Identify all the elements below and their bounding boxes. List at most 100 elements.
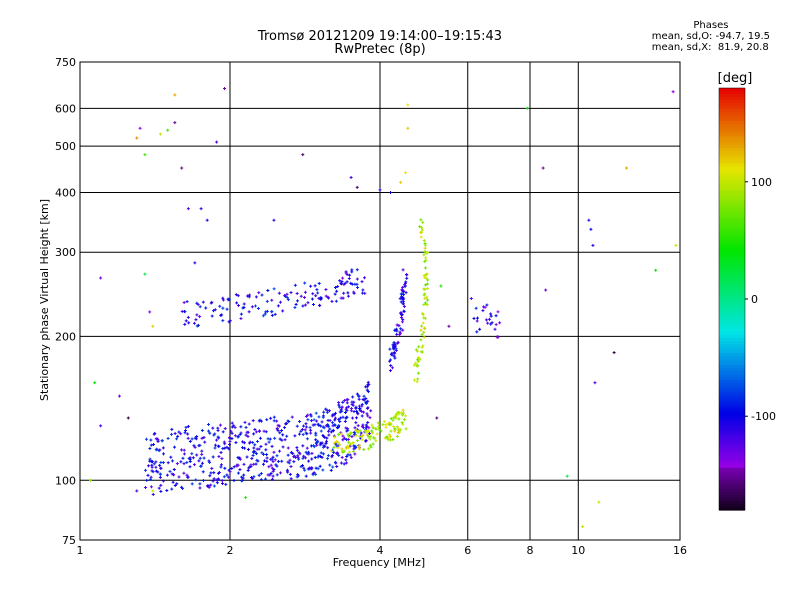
- data-point: [399, 180, 403, 184]
- data-point: [161, 446, 165, 450]
- data-point: [236, 294, 240, 298]
- data-point: [316, 467, 320, 471]
- data-point: [247, 422, 251, 426]
- data-point: [591, 243, 595, 247]
- colorbar-band: [719, 344, 745, 348]
- data-point: [332, 441, 336, 445]
- data-point: [368, 416, 372, 420]
- data-point: [419, 350, 423, 354]
- data-point: [422, 239, 426, 243]
- data-point: [324, 288, 328, 292]
- data-point: [257, 447, 261, 451]
- data-point: [400, 292, 404, 296]
- data-point: [336, 446, 340, 450]
- data-point: [384, 425, 388, 429]
- data-point: [213, 432, 217, 436]
- data-point: [369, 409, 373, 413]
- colorbar-band: [719, 160, 745, 164]
- colorbar-band: [719, 359, 745, 363]
- data-point: [388, 347, 392, 351]
- data-point: [226, 475, 230, 479]
- data-point: [423, 275, 427, 279]
- data-point: [242, 302, 246, 306]
- data-point: [295, 446, 299, 450]
- data-point: [389, 364, 393, 368]
- data-point: [221, 319, 225, 323]
- data-point: [250, 456, 254, 460]
- data-point: [346, 453, 350, 457]
- data-point: [349, 456, 353, 460]
- data-point: [182, 462, 186, 466]
- data-point: [341, 450, 345, 454]
- data-point: [295, 299, 299, 303]
- colorbar-band: [719, 425, 745, 430]
- data-point: [337, 424, 341, 428]
- colorbar-band: [719, 145, 745, 149]
- colorbar-band: [719, 130, 745, 134]
- data-point: [186, 475, 190, 479]
- data-point: [343, 411, 347, 415]
- data-point: [275, 426, 279, 430]
- data-point: [422, 335, 426, 339]
- data-point: [243, 446, 247, 450]
- colorbar-band: [719, 151, 745, 155]
- data-point: [215, 140, 219, 144]
- data-point: [296, 454, 300, 458]
- data-point: [159, 483, 163, 487]
- colorbar-band: [719, 437, 745, 442]
- phase-stats-x: mean, sd,X: 81.9, 20.8: [651, 42, 769, 53]
- data-point: [158, 448, 162, 452]
- colorbar-band: [719, 103, 745, 107]
- data-point: [346, 444, 350, 448]
- colorbar-band: [719, 353, 745, 357]
- data-point: [397, 412, 401, 416]
- data-point: [347, 450, 351, 454]
- data-point: [254, 452, 258, 456]
- data-point: [298, 420, 302, 424]
- data-point: [262, 429, 266, 433]
- data-point: [303, 428, 307, 432]
- data-point: [173, 432, 177, 436]
- data-point: [374, 427, 378, 431]
- colorbar-band: [719, 256, 745, 261]
- data-point: [344, 426, 348, 430]
- data-point: [424, 283, 428, 287]
- data-point: [151, 492, 155, 496]
- data-point: [360, 435, 364, 439]
- data-point: [176, 434, 180, 438]
- colorbar-band: [719, 329, 745, 333]
- data-point: [405, 273, 409, 277]
- colorbar-band: [719, 253, 745, 258]
- data-point: [193, 261, 197, 265]
- data-point: [401, 328, 405, 332]
- data-point: [401, 300, 405, 304]
- data-point: [396, 340, 400, 344]
- colorbar-band: [719, 455, 745, 460]
- data-point: [335, 465, 339, 469]
- data-point: [192, 444, 196, 448]
- data-point: [239, 479, 243, 483]
- data-point: [355, 277, 359, 281]
- data-point: [305, 446, 309, 450]
- data-point: [366, 447, 370, 451]
- data-point: [597, 500, 601, 504]
- data-point: [217, 455, 221, 459]
- data-point: [222, 475, 226, 479]
- data-point: [313, 284, 317, 288]
- data-point: [93, 381, 97, 385]
- data-point: [273, 458, 277, 462]
- data-point: [244, 433, 248, 437]
- data-point: [251, 419, 255, 423]
- data-point: [216, 477, 220, 481]
- data-point: [256, 306, 260, 310]
- colorbar-band: [719, 94, 745, 98]
- data-point: [166, 128, 170, 132]
- colorbar-band: [719, 368, 745, 372]
- data-point: [252, 446, 256, 450]
- data-point: [180, 448, 184, 452]
- y-tick-label: 300: [55, 246, 76, 259]
- colorbar-band: [719, 332, 745, 336]
- colorbar-band: [719, 422, 745, 427]
- data-point: [310, 457, 314, 461]
- data-point: [368, 443, 372, 447]
